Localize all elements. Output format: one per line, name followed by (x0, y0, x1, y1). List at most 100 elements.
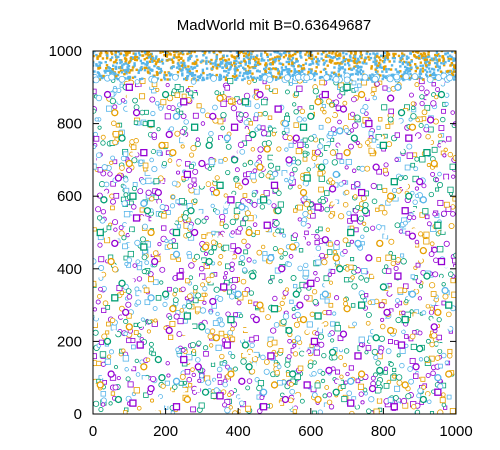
band-mark (291, 63, 294, 67)
band-mark (276, 51, 280, 53)
point-s1-15 (176, 272, 184, 280)
agent-mark (218, 254, 224, 259)
point-s1-0 (125, 83, 133, 91)
agent-mark (396, 353, 401, 358)
agent-mark (219, 221, 224, 226)
agent-mark (365, 320, 371, 326)
agent-mark (271, 131, 277, 137)
agent-mark (362, 201, 369, 209)
band-mark (240, 51, 243, 54)
agent-mark (135, 372, 141, 377)
point-s1-36 (434, 388, 442, 396)
agent-mark (351, 80, 357, 86)
agent-mark (361, 179, 367, 186)
agent-mark (174, 92, 181, 98)
agent-mark (355, 204, 361, 210)
agent-mark (228, 293, 236, 300)
agent-mark (174, 371, 180, 377)
agent-mark (429, 341, 435, 348)
agent-mark (424, 123, 429, 129)
band-mark (434, 65, 438, 68)
agent-mark (440, 116, 446, 123)
band-mark (101, 57, 105, 60)
agent-mark (140, 317, 145, 322)
agent-mark (207, 333, 214, 340)
point-s4-32 (140, 363, 148, 371)
agent-mark (425, 134, 431, 140)
band-mark (107, 69, 111, 73)
agent-mark (219, 353, 225, 360)
point-s4-0 (111, 109, 119, 117)
agent-mark (169, 321, 176, 327)
band-mark (251, 72, 254, 75)
band-mark (196, 58, 199, 62)
band-mark (392, 73, 395, 77)
point-s0-21 (278, 265, 286, 273)
agent-mark (244, 335, 250, 340)
agent-mark (236, 300, 242, 306)
agent-mark (365, 139, 371, 146)
band-mark (291, 62, 294, 65)
agent-mark (94, 312, 101, 319)
agent-mark (208, 158, 216, 166)
agent-mark (423, 261, 430, 267)
agent-mark (396, 379, 403, 386)
band-mark (97, 65, 100, 68)
agent-mark (240, 220, 247, 227)
agent-mark (418, 224, 424, 230)
agent-mark (288, 254, 294, 259)
agent-mark (259, 395, 265, 401)
agent-mark (222, 275, 227, 280)
band-mark (342, 59, 345, 62)
agent-mark (224, 399, 231, 405)
agent-mark (223, 193, 228, 198)
band-mark (194, 61, 198, 64)
agent-mark (418, 122, 424, 129)
agent-mark (289, 175, 295, 181)
agent-mark (326, 392, 333, 398)
point-s4-5 (357, 90, 366, 99)
band-mark (219, 58, 222, 61)
point-s3-24 (445, 301, 453, 309)
agent-mark (376, 184, 383, 190)
agent-mark (274, 369, 281, 376)
band-mark (160, 78, 163, 82)
agent-mark (97, 272, 104, 278)
band-mark (386, 58, 390, 61)
band-mark (266, 53, 269, 57)
band-mark (436, 59, 440, 63)
agent-mark (192, 284, 199, 291)
band-mark (172, 56, 175, 60)
agent-mark (303, 195, 308, 200)
band-mark (324, 55, 328, 58)
band-mark (381, 70, 384, 73)
band-mark (452, 59, 455, 62)
agent-mark (101, 164, 108, 171)
agent-mark (172, 242, 179, 249)
agent-mark (317, 143, 324, 150)
band-mark (383, 58, 387, 62)
band-mark (363, 60, 366, 63)
band-mark (199, 73, 203, 77)
agent-mark (150, 363, 156, 369)
band-mark (196, 75, 200, 78)
agent-mark (202, 345, 209, 351)
point-s2-15 (405, 192, 413, 200)
band-mark (215, 55, 218, 58)
agent-mark (309, 105, 314, 110)
point-s0-17 (111, 239, 119, 248)
band-mark (215, 53, 219, 57)
point-s4-4 (314, 98, 322, 106)
band-mark (331, 52, 334, 55)
agent-mark (369, 273, 375, 279)
agent-mark (121, 348, 126, 353)
band-mark (380, 66, 383, 69)
point-s0-27 (209, 297, 217, 306)
agent-mark (124, 262, 129, 267)
agent-mark (325, 227, 331, 232)
band-mark (225, 54, 229, 58)
agent-mark (447, 348, 453, 354)
band-mark (366, 78, 370, 81)
agent-mark (222, 402, 228, 408)
agent-mark (292, 232, 299, 239)
